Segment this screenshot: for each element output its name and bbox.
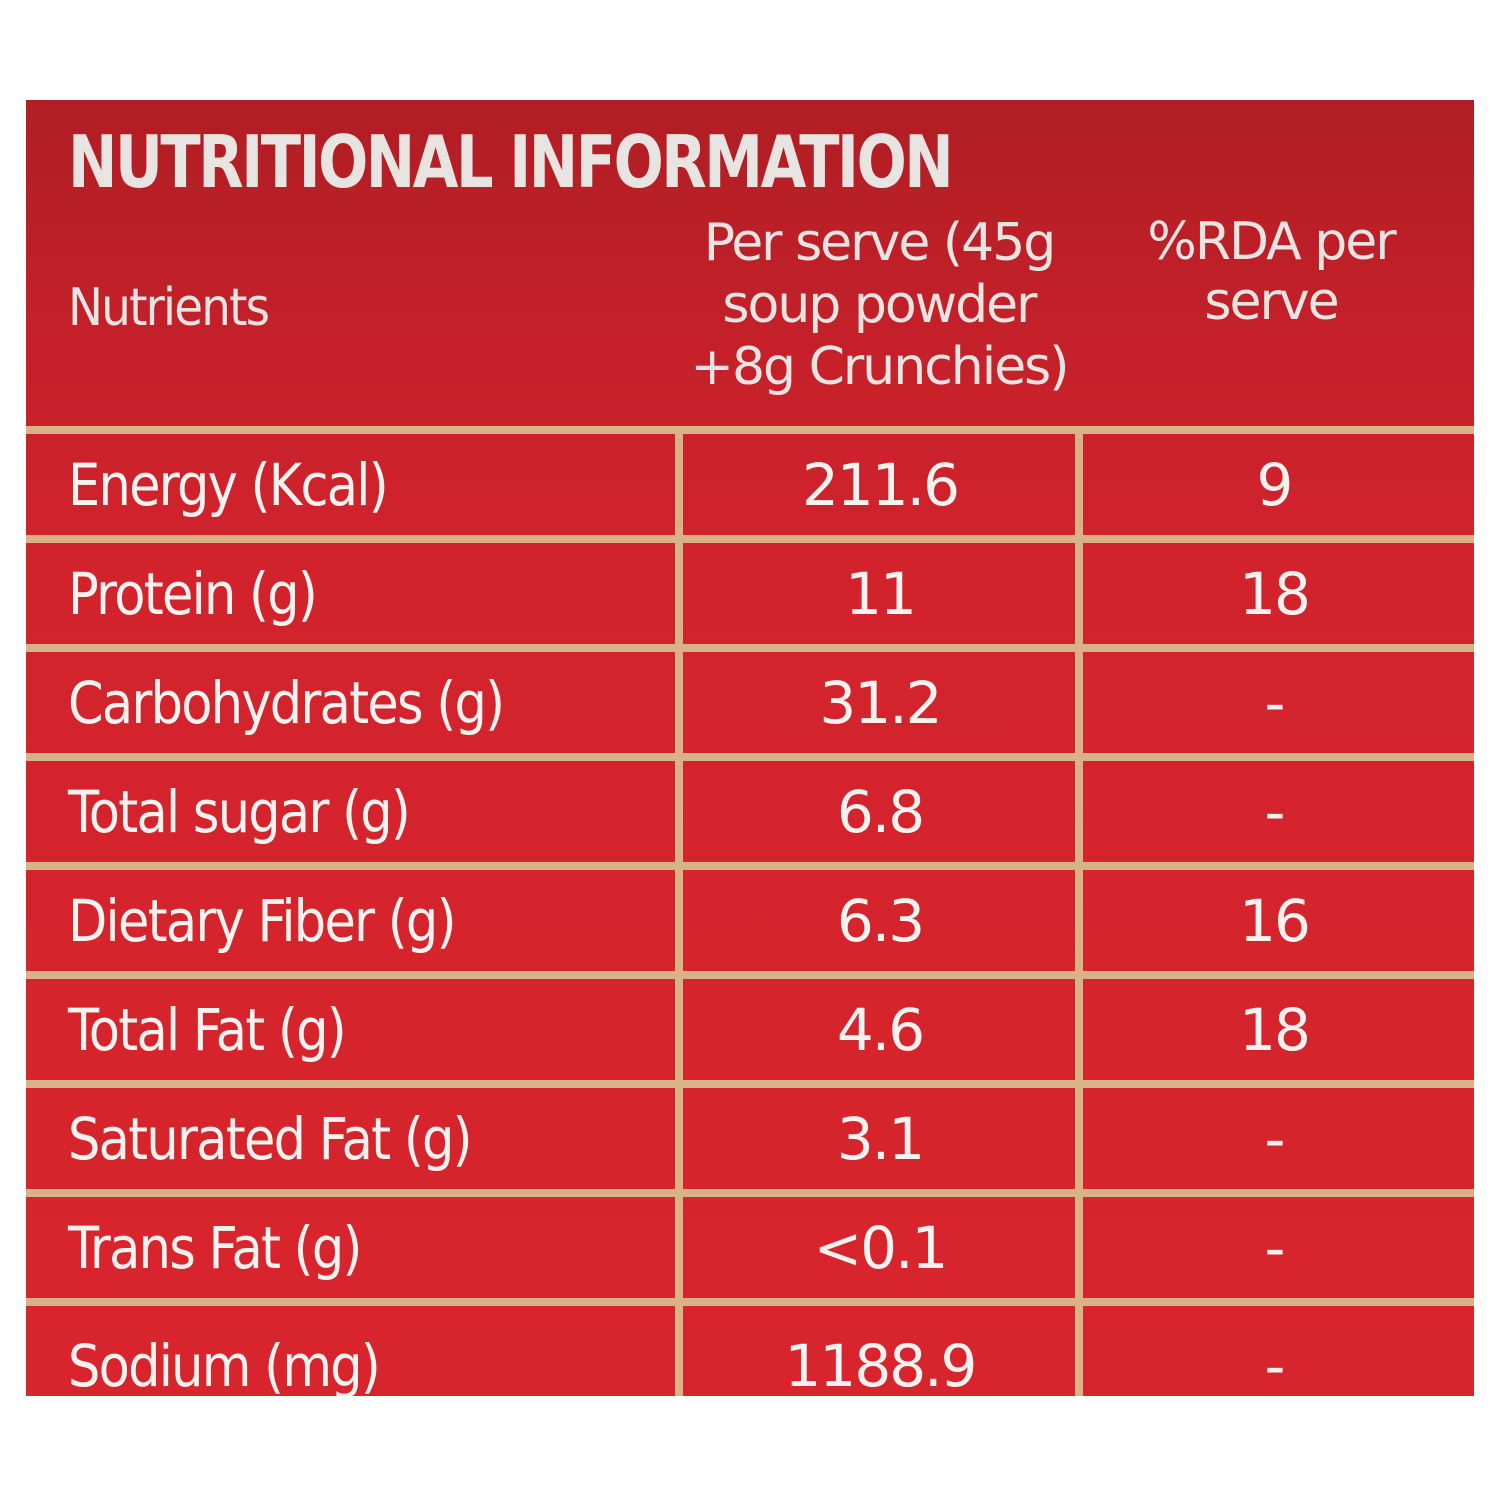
table-row: Sodium (mg) 1188.9 - [26,1306,1474,1396]
nutrient-name: Protein (g) [68,559,318,628]
nutrition-table: Energy (Kcal) 211.6 9 Protein (g) 11 18 … [26,426,1474,1396]
table-row: Trans Fat (g) <0.1 - [26,1197,1474,1306]
nutrient-name: Total sugar (g) [68,777,411,846]
header-rda-line: serve [1204,272,1339,332]
nutrient-value: <0.1 [813,1213,949,1282]
header-nutrients: Nutrients [68,278,270,338]
column-divider [675,426,683,1396]
nutrient-value: 6.3 [836,886,925,955]
nutrient-value: 1188.9 [784,1332,978,1396]
nutrient-value: 3.1 [836,1104,925,1173]
header-per-serve-line: soup powder [722,275,1037,335]
nutrient-value: 6.8 [836,777,925,846]
nutrient-rda: 18 [1239,995,1311,1064]
nutrient-name: Saturated Fat (g) [68,1104,473,1173]
nutrient-name: Trans Fat (g) [68,1213,362,1282]
header-per-serve: Per serve (45g soup powder +8g Crunchies… [674,212,1084,398]
header-rda: %RDA per serve [1086,212,1456,332]
nutrient-name: Carbohydrates (g) [68,668,505,737]
nutrient-rda: - [1264,1104,1286,1173]
table-row: Protein (g) 11 18 [26,543,1474,652]
nutrient-rda: 18 [1239,559,1311,628]
table-row: Total sugar (g) 6.8 - [26,761,1474,870]
column-divider [1075,426,1083,1396]
nutrient-rda: 9 [1256,450,1294,519]
nutrient-value: 211.6 [801,450,960,519]
nutrient-rda: - [1264,1332,1286,1396]
table-row: Carbohydrates (g) 31.2 - [26,652,1474,761]
nutrient-name: Total Fat (g) [68,995,347,1064]
header-per-serve-line: Per serve (45g [703,213,1057,273]
table-row: Total Fat (g) 4.6 18 [26,979,1474,1088]
nutrient-value: 4.6 [836,995,925,1064]
nutrient-name: Sodium (mg) [68,1332,381,1396]
header-per-serve-line: +8g Crunchies) [690,337,1069,397]
table-row: Saturated Fat (g) 3.1 - [26,1088,1474,1197]
nutrient-value: 11 [845,559,917,628]
nutrient-rda: 16 [1239,886,1311,955]
header-rda-line: %RDA per [1147,212,1396,272]
nutrient-rda: - [1264,777,1286,846]
nutrition-label: NUTRITIONAL INFORMATION Nutrients Per se… [26,100,1474,1396]
nutrient-name: Dietary Fiber (g) [68,886,456,955]
nutrient-value: 31.2 [819,668,942,737]
table-row: Dietary Fiber (g) 6.3 16 [26,870,1474,979]
nutrient-rda: - [1264,668,1286,737]
nutrient-name: Energy (Kcal) [68,450,389,519]
label-title: NUTRITIONAL INFORMATION [68,120,954,204]
table-row: Energy (Kcal) 211.6 9 [26,434,1474,543]
nutrient-rda: - [1264,1213,1286,1282]
